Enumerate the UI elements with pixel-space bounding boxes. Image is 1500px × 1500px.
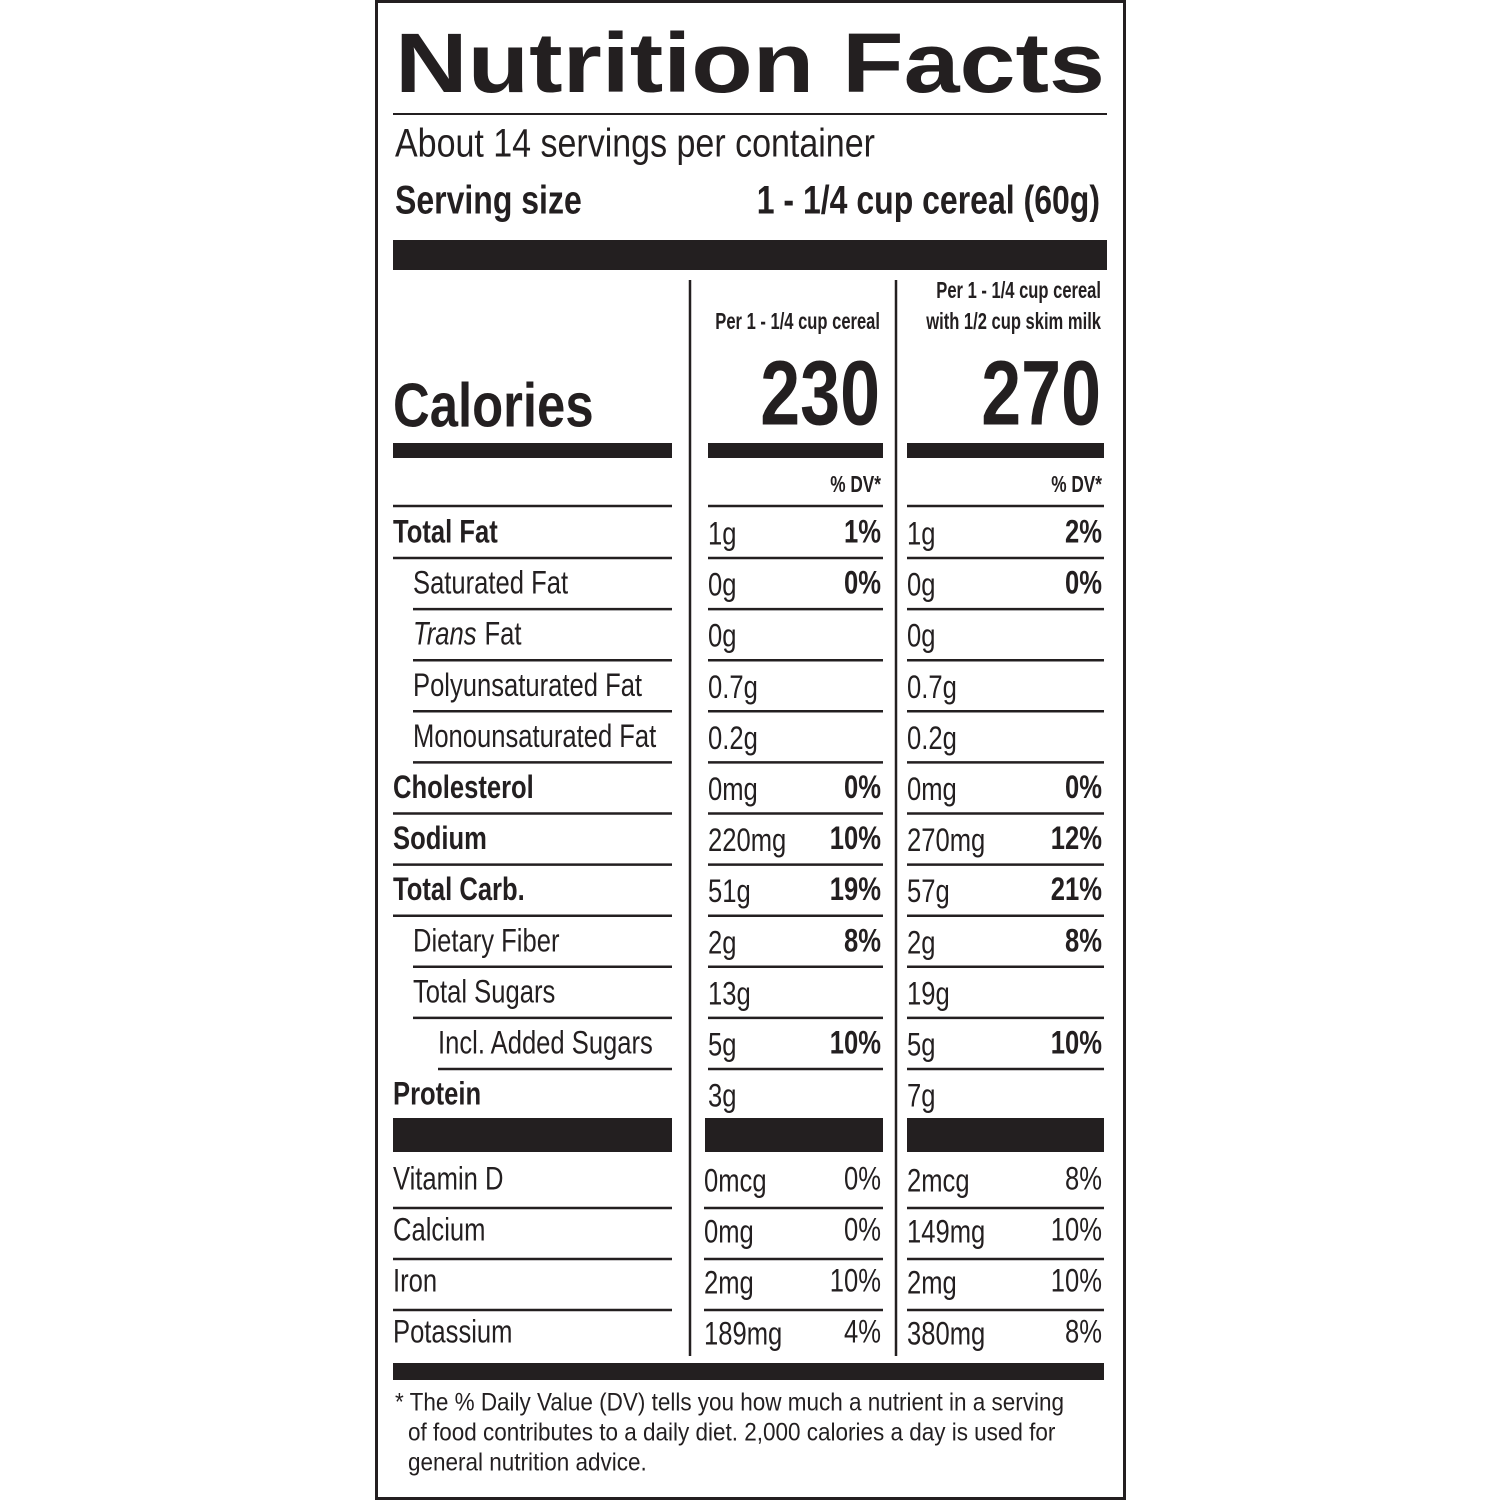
vitamin-dv: 10%: [1051, 1264, 1102, 1299]
nutrient-amount: 0.2g: [708, 721, 758, 756]
nutrient-amount: 51g: [708, 875, 751, 910]
dv-heading: % DV*: [1051, 473, 1102, 498]
nutrient-name: Monounsaturated Fat: [413, 719, 656, 754]
nutrient-dv: 12%: [1051, 821, 1102, 856]
vitamin-amount: 0mcg: [704, 1164, 767, 1199]
vitamin-dv: 10%: [1051, 1213, 1102, 1248]
nutrient-dv: 10%: [830, 1026, 881, 1061]
nutrient-name: Fat: [485, 617, 522, 652]
vitamin-name: Calcium: [393, 1213, 485, 1248]
nutrient-amount: 0g: [708, 568, 736, 603]
serving-size: 1 - 1/4 cup cereal (60g): [757, 177, 1100, 222]
dv-heading: % DV*: [830, 473, 881, 498]
nutrient-dv: 10%: [1051, 1026, 1102, 1061]
nutrient-name: Protein: [393, 1077, 481, 1112]
nutrient-name: Saturated Fat: [413, 566, 568, 601]
vitamin-dv: 0%: [844, 1162, 881, 1197]
nutrient-name: Dietary Fiber: [413, 924, 560, 959]
nutrient-dv: 8%: [844, 924, 881, 959]
title: Nutrition Facts: [395, 16, 1105, 110]
nutrient-name: Incl. Added Sugars: [438, 1026, 653, 1061]
vitamin-amount: 2mg: [704, 1266, 754, 1301]
nutrient-dv: 0%: [844, 566, 881, 601]
vitamin-amount: 149mg: [907, 1215, 985, 1250]
vitamin-amount: 2mcg: [907, 1164, 970, 1199]
nutrient-dv: 1%: [844, 515, 881, 550]
vitamin-name: Iron: [393, 1264, 437, 1299]
nutrient-amount: 3g: [708, 1079, 736, 1114]
footnote: of food contributes to a daily diet. 2,0…: [408, 1419, 1055, 1447]
vitamin-name: Vitamin D: [393, 1162, 503, 1197]
nutrient-amount: 270mg: [907, 823, 985, 858]
nutrient-amount: 0.2g: [907, 721, 957, 756]
nutrient-dv: 0%: [1065, 566, 1102, 601]
label-border: [375, 0, 1126, 1500]
nutrient-amount: 2g: [708, 926, 736, 961]
calories-label: Calories: [393, 372, 594, 441]
column-heading: Per 1 - 1/4 cup cereal: [936, 279, 1101, 304]
nutrient-amount: 0.7g: [907, 670, 957, 705]
serving-size-label: Serving size: [395, 177, 582, 222]
vitamin-amount: 2mg: [907, 1266, 957, 1301]
calories-bar: [907, 443, 1104, 458]
vitamin-name: Potassium: [393, 1315, 512, 1350]
nutrient-amount: 0mg: [907, 772, 957, 807]
vitamin-dv: 8%: [1065, 1162, 1102, 1197]
thick-bar: [393, 1363, 1104, 1380]
nutrient-name: Total Fat: [393, 515, 498, 550]
nutrient-name-italic: Trans: [413, 617, 477, 652]
nutrient-amount: 1g: [907, 517, 935, 552]
nutrient-name: Total Sugars: [413, 975, 555, 1010]
vitamin-amount: 189mg: [704, 1317, 782, 1352]
nutrient-amount: 0g: [708, 619, 736, 654]
nutrient-amount: 5g: [907, 1028, 935, 1063]
column-heading: with 1/2 cup skim milk: [925, 310, 1101, 335]
nutrient-amount: 220mg: [708, 823, 786, 858]
nutrient-dv: 19%: [830, 873, 881, 908]
nutrient-dv: 10%: [830, 821, 881, 856]
footnote: general nutrition advice.: [408, 1449, 647, 1477]
nutrient-name: Cholesterol: [393, 770, 534, 805]
calories-value: 230: [760, 342, 880, 445]
nutrient-dv: 8%: [1065, 924, 1102, 959]
nutrient-amount: 0mg: [708, 772, 758, 807]
nutrient-dv: 0%: [844, 770, 881, 805]
nutrient-amount: 2g: [907, 926, 935, 961]
footnote: * The % Daily Value (DV) tells you how m…: [395, 1389, 1064, 1417]
vitamin-amount: 0mg: [704, 1215, 754, 1250]
calories-value: 270: [981, 342, 1101, 445]
nutrient-dv: 21%: [1051, 873, 1102, 908]
nutrient-amount: 57g: [907, 875, 950, 910]
nutrient-name: Total Carb.: [393, 873, 525, 908]
vitamin-dv: 8%: [1065, 1315, 1102, 1350]
servings: About 14 servings per container: [395, 120, 875, 165]
nutrient-name: Polyunsaturated Fat: [413, 668, 642, 703]
nutrient-amount: 19g: [907, 977, 950, 1012]
nutrient-amount: 0g: [907, 568, 935, 603]
thick-bar: [393, 1118, 672, 1152]
nutrient-amount: 13g: [708, 977, 751, 1012]
nutrient-name: Sodium: [393, 821, 487, 856]
vitamin-dv: 4%: [844, 1315, 881, 1350]
nutrient-dv: 0%: [1065, 770, 1102, 805]
thick-bar: [705, 1118, 883, 1152]
thick-bar: [393, 240, 1107, 270]
nutrient-amount: 0.7g: [708, 670, 758, 705]
thick-bar: [907, 1118, 1104, 1152]
vitamin-dv: 0%: [844, 1213, 881, 1248]
calories-bar: [393, 443, 672, 458]
nutrient-amount: 0g: [907, 619, 935, 654]
column-heading: Per 1 - 1/4 cup cereal: [715, 310, 880, 335]
calories-bar: [708, 443, 883, 458]
nutrient-dv: 2%: [1065, 515, 1102, 550]
vitamin-amount: 380mg: [907, 1317, 985, 1352]
vitamin-dv: 10%: [830, 1264, 881, 1299]
nutrient-amount: 5g: [708, 1028, 736, 1063]
nutrient-amount: 1g: [708, 517, 736, 552]
nutrient-amount: 7g: [907, 1079, 935, 1114]
